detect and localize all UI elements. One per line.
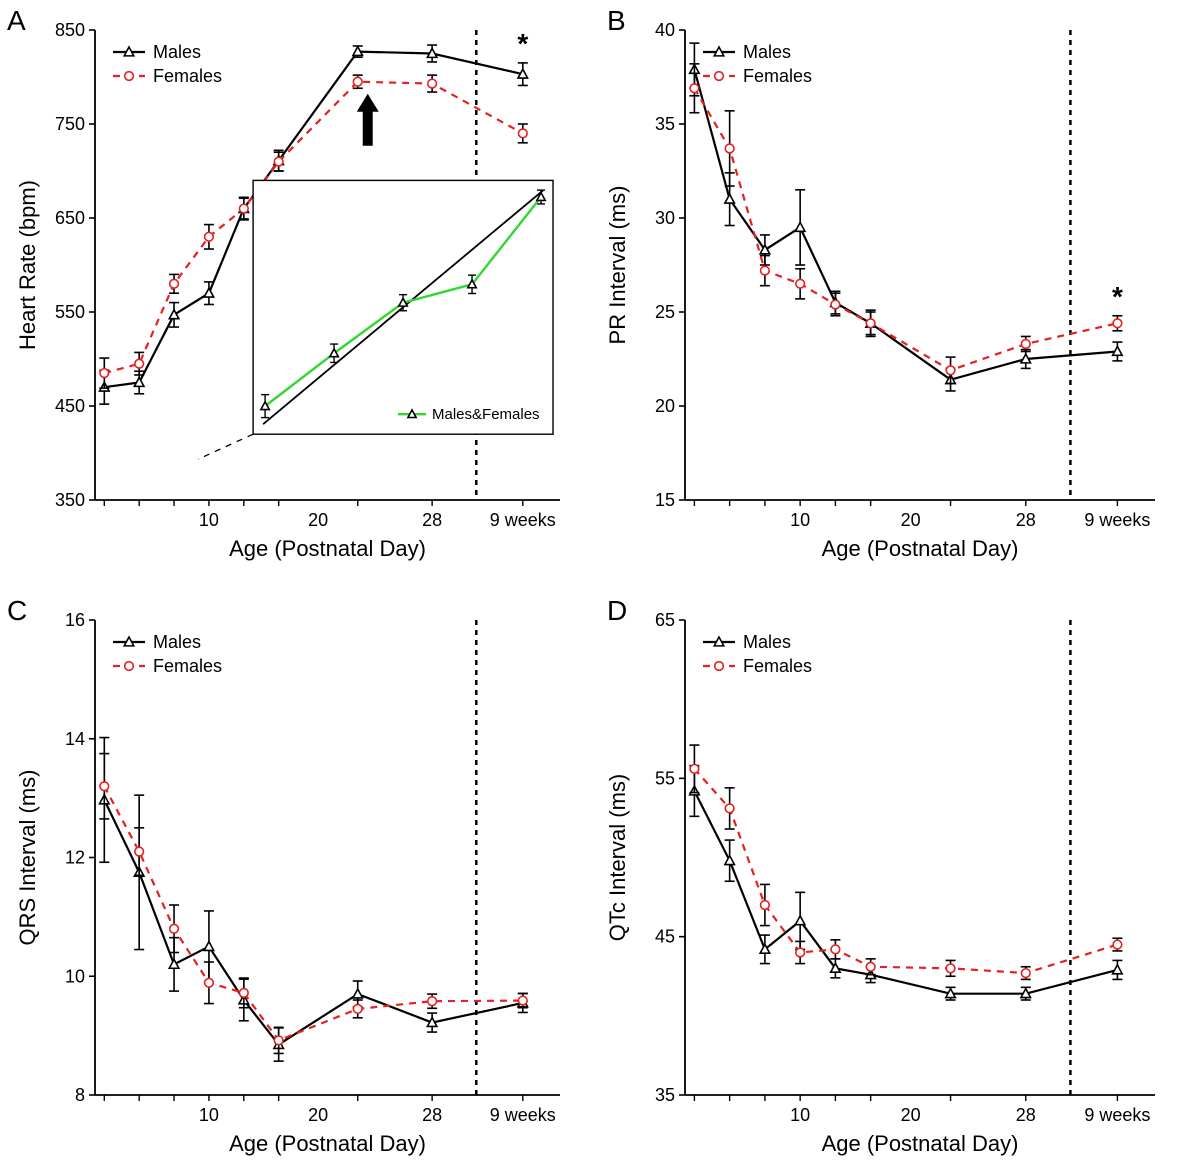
svg-text:Females: Females [743, 656, 812, 676]
svg-text:65: 65 [655, 610, 675, 630]
svg-text:QTc Interval (ms): QTc Interval (ms) [605, 774, 630, 941]
svg-text:10: 10 [790, 1105, 810, 1125]
figure: 350450550650750850Heart Rate (bpm)102028… [0, 0, 1200, 1170]
svg-text:9 weeks: 9 weeks [1084, 1105, 1150, 1125]
panel-d: 35 45 55 65 QTc Interval (ms) 10 20 28 9 weeks Ag… [0, 0, 1200, 1170]
svg-text:20: 20 [901, 1105, 921, 1125]
svg-text:Males: Males [743, 632, 791, 652]
svg-text:45: 45 [655, 927, 675, 947]
svg-text:55: 55 [655, 768, 675, 788]
svg-text:28: 28 [1016, 1105, 1036, 1125]
svg-text:35: 35 [655, 1085, 675, 1105]
svg-text:Age (Postnatal Day): Age (Postnatal Day) [822, 1131, 1019, 1156]
panel-d-label: D [607, 595, 627, 627]
